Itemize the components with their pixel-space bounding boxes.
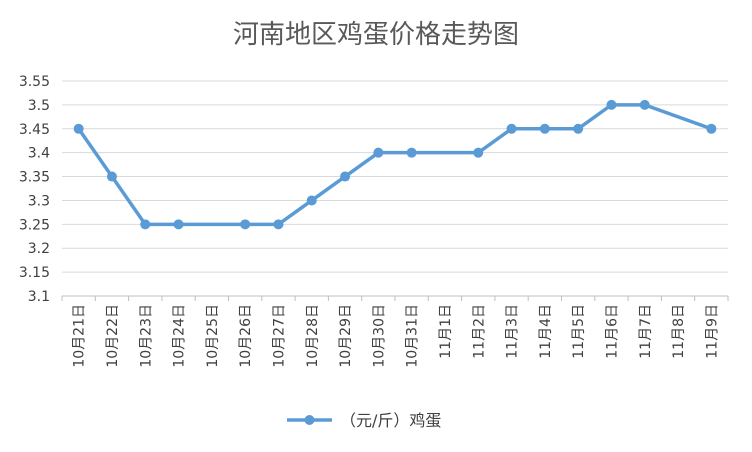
data-point [340,171,351,182]
data-point [639,99,650,110]
legend-marker-icon [304,415,315,425]
data-point [273,219,284,230]
data-point [240,219,251,230]
x-tick-label: 11月9日 [704,304,720,359]
y-tick-label: 3.15 [19,265,50,281]
x-tick-label: 11月1日 [438,304,454,359]
data-point [306,195,317,206]
x-tick-label: 11月3日 [505,304,521,359]
y-tick-label: 3.4 [28,146,50,162]
y-tick-label: 3.45 [19,122,50,138]
data-point [539,123,550,134]
x-tick-label: 10月23日 [138,304,154,368]
chart-title: 河南地区鸡蛋价格走势图 [232,20,519,50]
x-tick-label: 11月4日 [538,304,554,359]
x-tick-label: 10月26日 [238,304,254,368]
data-point [506,123,517,134]
x-tick-label: 10月29日 [338,304,354,368]
y-tick-label: 3.55 [19,74,50,90]
x-tick-label: 11月5日 [571,304,587,359]
y-tick-label: 3.35 [19,170,50,186]
data-point [473,147,484,158]
x-tick-label: 10月25日 [205,304,221,368]
x-tick-label: 10月24日 [172,304,188,368]
x-tick-label: 10月27日 [271,304,287,368]
data-point [606,99,617,110]
data-point [406,147,417,158]
x-tick-label: 10月28日 [305,304,321,368]
x-tick-label: 10月21日 [72,304,88,368]
data-point [573,123,584,134]
x-tick-label: 11月7日 [638,304,654,359]
legend-label: （元/斤）鸡蛋 [340,411,441,430]
data-point [706,123,717,134]
y-tick-label: 3.3 [28,193,50,209]
x-tick-label: 10月31日 [405,304,421,368]
y-tick-label: 3.5 [28,98,50,114]
data-point [73,123,84,134]
data-point [373,147,384,158]
data-point [140,219,151,230]
x-tick-label: 11月6日 [604,304,620,359]
x-tick-label: 10月22日 [105,304,121,368]
data-point [173,219,184,230]
data-point [106,171,117,182]
x-tick-label: 11月8日 [671,304,687,359]
y-tick-label: 3.2 [28,241,50,257]
y-tick-label: 3.1 [28,289,50,305]
x-tick-label: 10月30日 [371,304,387,368]
y-tick-label: 3.25 [19,217,50,233]
x-tick-label: 11月2日 [471,304,487,359]
series-line [77,103,712,227]
